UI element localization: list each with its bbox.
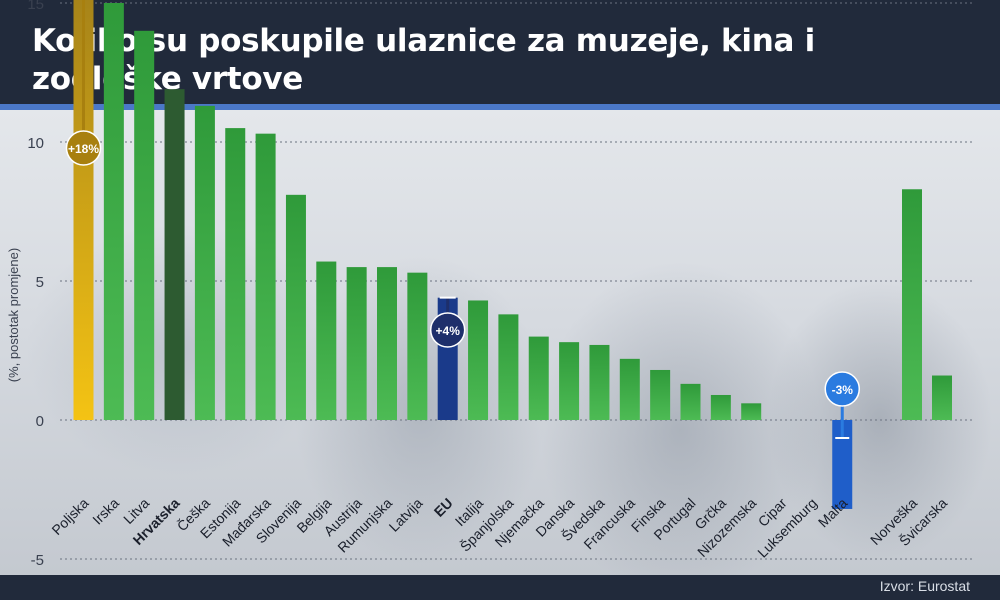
annotation-eu: +4% <box>429 296 466 348</box>
annotation-label: -3% <box>832 383 854 397</box>
bar-rumunjska <box>377 267 397 420</box>
bar-švicarska <box>932 375 952 420</box>
annotation-bubble <box>65 130 102 166</box>
y-tick-label: 5 <box>36 274 44 291</box>
bar-danska <box>559 342 580 420</box>
x-tick-label: Poljska <box>48 495 91 538</box>
annotation-malta: -3% <box>824 371 860 439</box>
y-tick-label: 10 <box>27 135 44 152</box>
annotation-bubble <box>824 371 860 407</box>
y-axis-ticks: 20151050-5 <box>27 0 44 569</box>
x-axis-labels: PoljskaIrskaLitvaHrvatskaČeškaEstonijaMa… <box>48 495 950 561</box>
y-tick-label: -5 <box>31 552 44 569</box>
bar-španjolska <box>498 314 519 420</box>
bar-švedska <box>589 344 610 420</box>
header-accent-line <box>0 104 1000 110</box>
bar-francuska <box>619 358 640 420</box>
bar-hrvatska <box>164 89 185 421</box>
bar-grčka <box>710 394 731 420</box>
bar-poljska <box>73 0 94 420</box>
bars <box>73 0 952 509</box>
bar-mađarska <box>255 133 276 420</box>
x-tick-label: EU <box>431 495 456 520</box>
source-label: Izvor: Eurostat <box>879 578 970 594</box>
bar-portugal <box>680 383 701 420</box>
annotations: +18% +4% -3% <box>65 0 860 439</box>
bar-slovenija <box>285 194 306 420</box>
bar-finska <box>650 369 671 420</box>
bar-njemačka <box>528 336 549 420</box>
bar-italija <box>468 300 489 420</box>
annotation-bubble <box>429 312 466 348</box>
y-tick-label: 0 <box>36 413 44 430</box>
annotation-poljska: +18% <box>65 0 102 166</box>
bar-austrija <box>346 267 367 420</box>
x-tick-label: Latvija <box>386 495 426 535</box>
y-axis-label: (%, postotak promjene) <box>6 248 21 382</box>
bar-nizozemska <box>741 403 762 420</box>
bar-litva <box>134 30 155 421</box>
annotation-label: +4% <box>436 324 461 338</box>
bar-belgija <box>316 261 337 420</box>
bar-latvija <box>407 272 428 420</box>
bar-malta <box>832 420 853 509</box>
bar-irska <box>103 3 124 420</box>
x-tick-label: Irska <box>89 495 122 528</box>
footer-bar: Izvor: Eurostat <box>0 575 1000 600</box>
annotation-label: +18% <box>68 142 99 156</box>
y-tick-label: 15 <box>27 0 44 13</box>
bar-češka <box>194 105 215 421</box>
bar-norveška <box>902 189 922 420</box>
header-bar: Koliko su poskupile ulaznice za muzeje, … <box>0 0 1000 104</box>
bar-estonija <box>225 128 246 420</box>
